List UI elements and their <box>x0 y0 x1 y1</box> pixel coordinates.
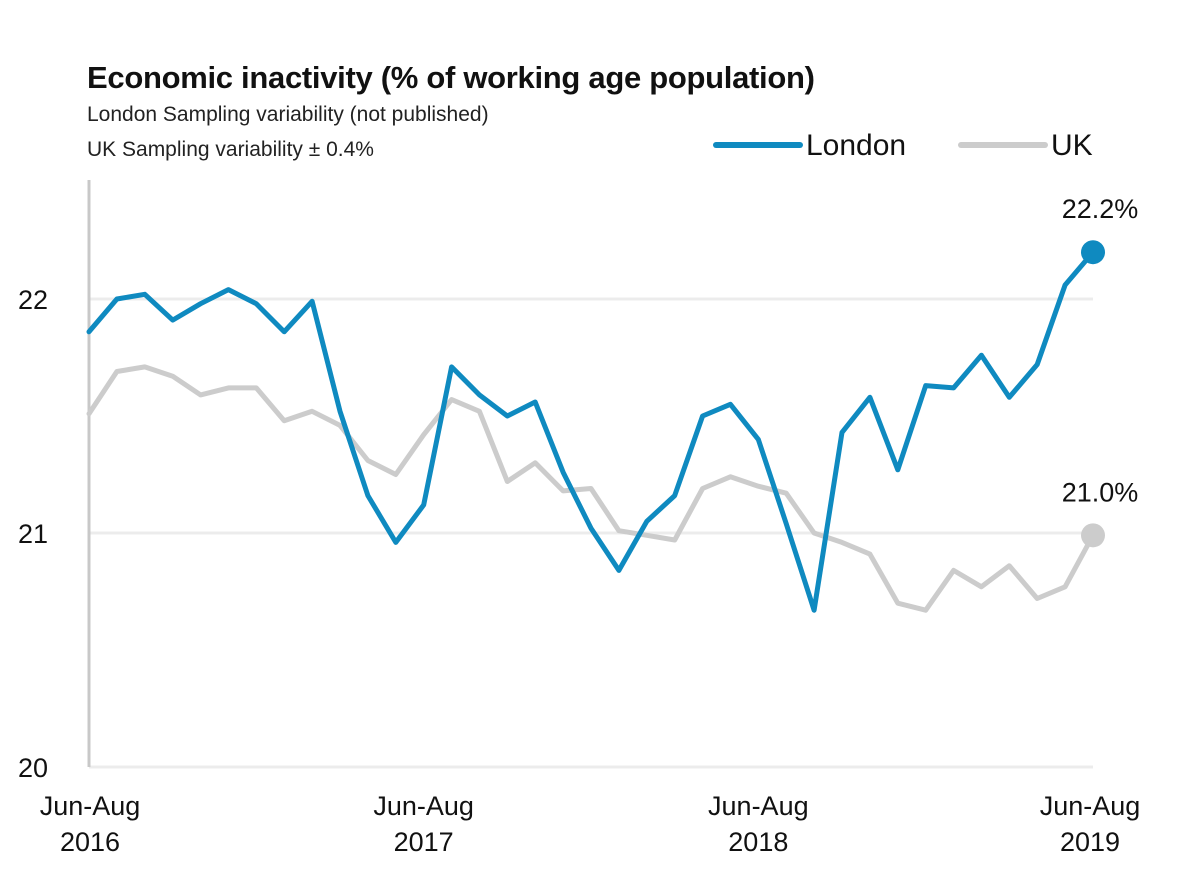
x-tick-label-period: Jun-Aug <box>40 791 141 821</box>
chart-subtitle-london: London Sampling variability (not publish… <box>87 103 489 126</box>
series-line-uk <box>86 364 1096 613</box>
x-tick-label-year: 2016 <box>60 827 120 857</box>
x-tick-label: Jun-Aug 2019 <box>1040 791 1141 857</box>
gridlines <box>89 297 1093 769</box>
x-tick-label-year: 2017 <box>394 827 454 857</box>
data-label-uk: 21.0% <box>1062 477 1139 507</box>
series-lines: 21.0% 22.2% <box>86 194 1139 613</box>
x-tick-label: Jun-Aug 2018 <box>708 791 809 857</box>
x-tick-label-year: 2018 <box>728 827 788 857</box>
series-end-point-uk <box>1081 523 1105 548</box>
y-tick-label: 22 <box>18 285 48 315</box>
data-label-london: 22.2% <box>1062 194 1139 224</box>
legend-item-uk: UK <box>958 129 1093 162</box>
x-tick-label: Jun-Aug 2017 <box>373 791 474 857</box>
legend-item-london: London <box>713 129 906 162</box>
x-axis-ticks: Jun-Aug2016Jun-Aug2017Jun-Aug2018Jun-Aug… <box>40 791 1141 857</box>
chart-title: Economic inactivity (% of working age po… <box>87 60 815 95</box>
y-tick-label: 21 <box>18 519 48 549</box>
chart-subtitle-uk: UK Sampling variability ± 0.4% <box>87 138 374 161</box>
y-axis-ticks: 20 21 22 <box>18 285 48 783</box>
legend-label-london: London <box>806 129 906 162</box>
series-line-london <box>86 249 1096 613</box>
x-tick-label-year: 2019 <box>1060 827 1120 857</box>
legend-label-uk: UK <box>1051 129 1093 162</box>
x-tick-label: Jun-Aug 2016 <box>40 791 141 857</box>
legend: London UK <box>713 129 1093 162</box>
x-tick-label-period: Jun-Aug <box>1040 791 1141 821</box>
x-tick-label-period: Jun-Aug <box>373 791 474 821</box>
series-end-point-london <box>1081 240 1105 265</box>
x-tick-label-period: Jun-Aug <box>708 791 809 821</box>
y-tick-label: 20 <box>18 753 48 783</box>
